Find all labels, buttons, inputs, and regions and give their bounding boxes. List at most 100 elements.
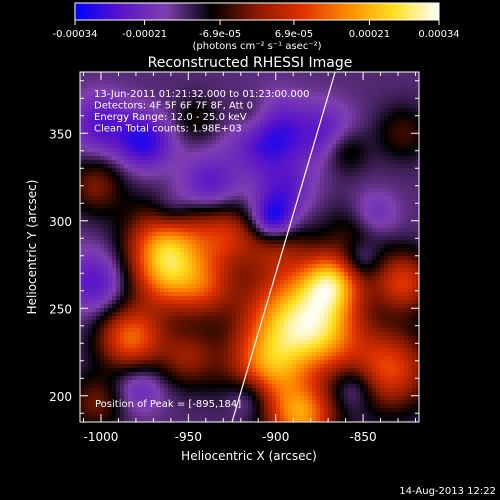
heatmap-cell	[180, 88, 185, 93]
heatmap-cell	[152, 132, 157, 137]
heatmap-cell	[160, 176, 165, 181]
heatmap-cell	[164, 80, 169, 85]
heatmap-cell	[368, 148, 373, 153]
heatmap-cell	[396, 188, 401, 193]
heatmap-cell	[336, 140, 341, 145]
heatmap-cell	[404, 296, 409, 301]
heatmap-cell	[132, 212, 137, 217]
heatmap-cell	[180, 256, 185, 261]
heatmap-cell	[100, 212, 105, 217]
heatmap-cell	[308, 232, 313, 237]
heatmap-cell	[232, 100, 237, 105]
heatmap-cell	[344, 140, 349, 145]
heatmap-cell	[244, 228, 249, 233]
heatmap-cell	[348, 160, 353, 165]
heatmap-cell	[232, 140, 237, 145]
heatmap-cell	[292, 184, 297, 189]
heatmap-cell	[228, 88, 233, 93]
heatmap-cell	[300, 112, 305, 117]
heatmap-cell	[216, 268, 221, 273]
heatmap-cell	[184, 272, 189, 277]
heatmap-cell	[372, 96, 377, 101]
heatmap-cell	[228, 112, 233, 117]
heatmap-cell	[204, 284, 209, 289]
heatmap-cell	[92, 180, 97, 185]
heatmap-cell	[136, 184, 141, 189]
heatmap-cell	[340, 264, 345, 269]
heatmap-cell	[244, 96, 249, 101]
heatmap-cell	[176, 272, 181, 277]
heatmap-cell	[408, 84, 413, 89]
heatmap-cell	[324, 140, 329, 145]
heatmap-cell	[412, 216, 417, 221]
heatmap-cell	[296, 88, 301, 93]
heatmap-cell	[188, 264, 193, 269]
heatmap-cell	[252, 92, 257, 97]
heatmap-cell	[188, 268, 193, 273]
heatmap-cell	[88, 80, 93, 85]
heatmap-cell	[264, 164, 269, 169]
heatmap-cell	[116, 76, 121, 81]
heatmap-cell	[284, 92, 289, 97]
heatmap-cell	[356, 272, 361, 277]
heatmap-cell	[288, 140, 293, 145]
heatmap-cell	[108, 152, 113, 157]
heatmap-cell	[224, 196, 229, 201]
heatmap-cell	[400, 80, 405, 85]
heatmap-cell	[332, 212, 337, 217]
heatmap-cell	[324, 148, 329, 153]
heatmap-cell	[340, 136, 345, 141]
heatmap-cell	[132, 284, 137, 289]
heatmap-cell	[360, 268, 365, 273]
heatmap-cell	[228, 76, 233, 81]
heatmap-cell	[260, 152, 265, 157]
heatmap-cell	[284, 152, 289, 157]
heatmap-cell	[140, 116, 145, 121]
heatmap-cell	[284, 96, 289, 101]
heatmap-cell	[112, 84, 117, 89]
heatmap-cell	[416, 100, 419, 105]
heatmap-cell	[196, 212, 201, 217]
heatmap-cell	[336, 204, 341, 209]
heatmap-cell	[168, 256, 173, 261]
heatmap-cell	[416, 72, 419, 77]
heatmap-cell	[344, 112, 349, 117]
heatmap-cell	[88, 168, 93, 173]
heatmap-cell	[216, 248, 221, 253]
heatmap-cell	[116, 112, 121, 117]
heatmap-cell	[372, 256, 377, 261]
heatmap-cell	[156, 164, 161, 169]
heatmap-cell	[224, 152, 229, 157]
heatmap-cell	[104, 108, 109, 113]
heatmap-cell	[412, 88, 417, 93]
heatmap-cell	[132, 292, 137, 297]
heatmap-cell	[320, 280, 325, 285]
heatmap-cell	[144, 224, 149, 229]
heatmap-cell	[380, 108, 385, 113]
heatmap-cell	[324, 268, 329, 273]
heatmap-cell	[204, 248, 209, 253]
heatmap-cell	[372, 92, 377, 97]
heatmap-cell	[304, 96, 309, 101]
heatmap-cell	[344, 160, 349, 165]
heatmap-cell	[168, 80, 173, 85]
heatmap-cell	[320, 88, 325, 93]
heatmap-cell	[404, 80, 409, 85]
heatmap-cell	[312, 296, 317, 301]
heatmap-cell	[160, 276, 165, 281]
heatmap-cell	[168, 96, 173, 101]
heatmap-cell	[276, 120, 281, 125]
heatmap-cell	[208, 276, 213, 281]
heatmap-cell	[84, 200, 89, 205]
heatmap-cell	[300, 76, 305, 81]
heatmap-cell	[352, 80, 357, 85]
heatmap-cell	[176, 160, 181, 165]
heatmap-cell	[276, 268, 281, 273]
heatmap-cell	[388, 156, 393, 161]
heatmap-cell	[352, 216, 357, 221]
heatmap-cell	[328, 272, 333, 277]
heatmap-cell	[128, 192, 133, 197]
heatmap-cell	[184, 124, 189, 129]
heatmap-cell	[236, 212, 241, 217]
heatmap-cell	[308, 112, 313, 117]
